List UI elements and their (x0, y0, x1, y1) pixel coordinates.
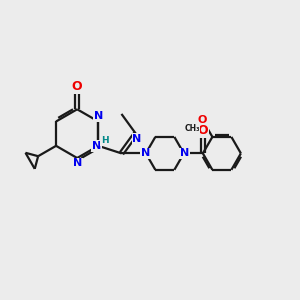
Text: O: O (198, 115, 207, 124)
Text: CH₃: CH₃ (184, 124, 200, 133)
Text: N: N (94, 111, 104, 121)
Text: O: O (198, 124, 208, 137)
Text: N: N (180, 148, 189, 158)
Text: O: O (72, 80, 83, 93)
Text: H: H (101, 136, 109, 145)
Text: N: N (132, 134, 142, 144)
Text: N: N (92, 141, 101, 151)
Text: N: N (73, 158, 82, 168)
Text: N: N (141, 148, 150, 158)
